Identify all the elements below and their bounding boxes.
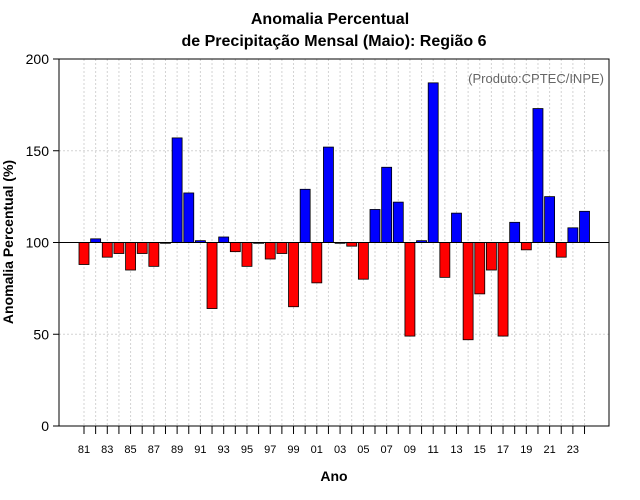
bar-85 (125, 242, 136, 271)
x-tick-label: 21 (543, 444, 555, 456)
bar-18 (509, 221, 521, 243)
bar-81 (78, 242, 90, 265)
bar-97 (264, 242, 276, 260)
x-tick-label: 81 (78, 444, 90, 456)
bar-82 (90, 238, 102, 243)
bar-90 (183, 192, 195, 243)
bar-89 (171, 137, 183, 243)
bar-01 (311, 242, 323, 284)
bar-13 (451, 212, 462, 243)
x-tick-label: 97 (264, 444, 276, 456)
y-tick-label: 150 (26, 143, 50, 159)
x-tick-label: 09 (404, 444, 416, 456)
y-tick-label: 200 (26, 51, 50, 67)
bar-15 (474, 242, 486, 295)
bar-07 (381, 166, 393, 243)
x-axis: 81 83 85 87 89 91 93 95 97 99 01 03 05 07 09 11 13 15 17 19… (78, 426, 586, 456)
source-annotation: (Produto:CPTEC/INPE) (468, 71, 604, 86)
x-tick-label: 13 (450, 444, 462, 456)
x-tick-label: 03 (334, 444, 346, 456)
x-tick-label: 89 (171, 444, 183, 456)
y-tick-label: 50 (33, 326, 49, 342)
bar-99 (288, 242, 299, 308)
bar-11 (427, 82, 439, 243)
bar-19 (520, 242, 532, 251)
chart-subtitle: de Precipitação Mensal (Maio): Região 6 (182, 33, 487, 50)
x-tick-label: 19 (520, 444, 532, 456)
bar-17 (497, 242, 509, 337)
x-tick-label: 05 (357, 444, 369, 456)
x-tick-label: 87 (148, 444, 160, 456)
bar-92 (206, 242, 218, 309)
bar-86 (136, 242, 148, 254)
bar-16 (485, 242, 497, 271)
bar-05 (357, 242, 369, 280)
y-tick-label: 0 (41, 418, 49, 434)
x-tick-label: 07 (381, 444, 393, 456)
bar-21 (544, 196, 555, 243)
y-axis: 0 50 100 150 200 (26, 51, 59, 434)
x-axis-label: Ano (320, 468, 347, 484)
bar-08 (392, 201, 404, 243)
bar-98 (276, 242, 288, 254)
bar-84 (113, 242, 125, 254)
bar-22 (555, 242, 567, 258)
grid-layer (59, 58, 609, 427)
x-tick-label: 11 (427, 444, 438, 456)
bar-83 (101, 242, 113, 258)
x-tick-label: 99 (287, 444, 299, 456)
x-tick-label: 17 (497, 444, 509, 456)
x-tick-label: 85 (124, 444, 136, 456)
bar-00 (299, 188, 311, 243)
bar-02 (323, 146, 334, 243)
bar-24 (579, 210, 590, 243)
bar-95 (241, 242, 253, 267)
y-axis-label: Anomalia Percentual (%) (0, 160, 16, 324)
bar-09 (404, 242, 416, 337)
bar-93 (218, 236, 230, 243)
chart-title: Anomalia Percentual (251, 11, 409, 28)
x-tick-label: 91 (194, 444, 206, 456)
x-tick-label: 23 (567, 444, 579, 456)
bar-94 (229, 242, 241, 253)
bar-06 (369, 209, 381, 243)
bar-layer (78, 82, 590, 341)
x-tick-label: 93 (218, 444, 230, 456)
bar-87 (148, 242, 160, 267)
y-tick-label: 100 (26, 235, 50, 251)
x-tick-label: 15 (474, 444, 486, 456)
bar-23 (567, 227, 579, 243)
x-tick-label: 01 (311, 444, 323, 456)
bar-04 (346, 242, 358, 247)
bar-20 (532, 108, 544, 243)
bar-12 (439, 242, 451, 278)
x-tick-label: 83 (101, 444, 113, 456)
x-tick-label: 95 (241, 444, 253, 456)
bar-14 (462, 242, 474, 341)
